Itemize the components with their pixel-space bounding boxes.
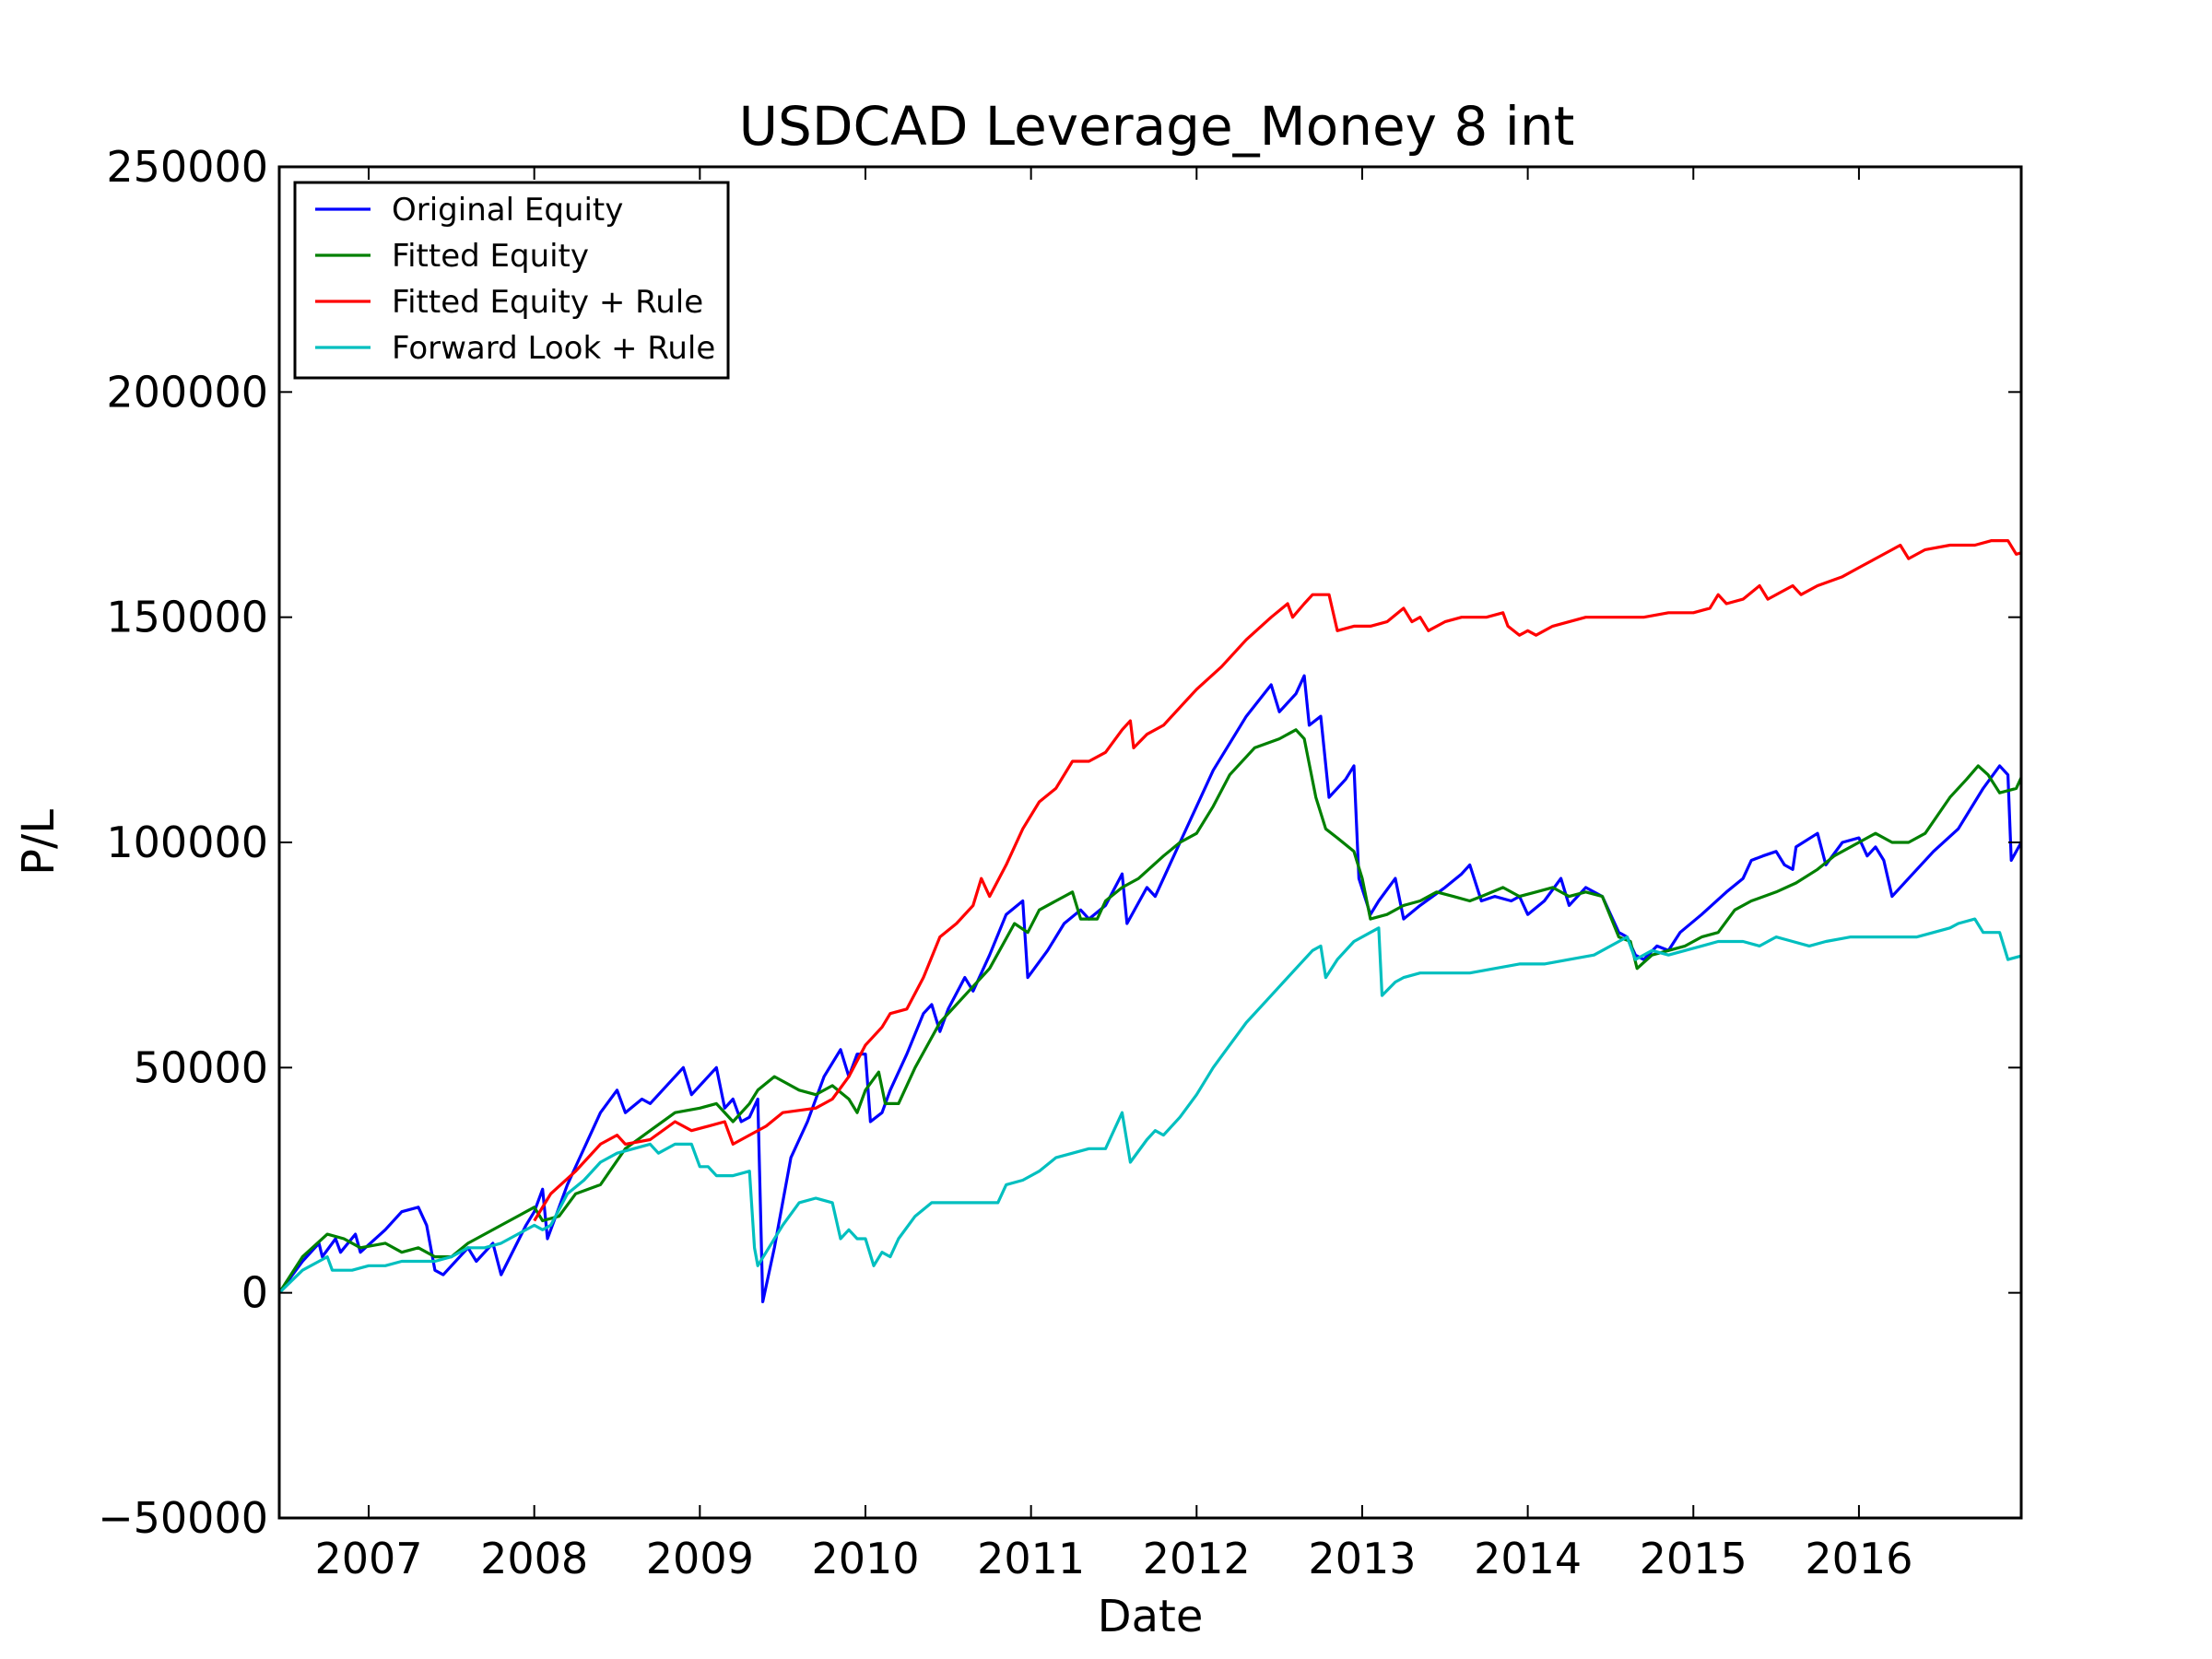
y-tick-label: 100000 xyxy=(106,818,268,867)
y-tick-label: 50000 xyxy=(134,1042,268,1092)
chart-title: USDCAD Leverage_Money 8 int xyxy=(739,95,1575,158)
series-line-2 xyxy=(279,728,2021,1294)
y-axis: −50000 0 50000 100000 150000 200000 250000 xyxy=(98,142,2021,1543)
x-tick-label: 2011 xyxy=(977,1534,1085,1583)
y-axis-title: P/L xyxy=(13,809,65,876)
legend-label-1: Original Equity xyxy=(392,192,623,229)
x-tick-label: 2014 xyxy=(1474,1534,1582,1583)
legend-label-4: Forward Look + Rule xyxy=(392,330,715,367)
y-tick-label: 150000 xyxy=(106,593,268,642)
y-tick-label: 0 xyxy=(241,1268,268,1318)
series-layer xyxy=(279,539,2021,1303)
x-axis-title: Date xyxy=(1098,1591,1204,1642)
y-tick-label: −50000 xyxy=(98,1493,268,1543)
x-tick-label: 2015 xyxy=(1640,1534,1747,1583)
series-line-3 xyxy=(533,539,2021,1222)
y-tick-label: 250000 xyxy=(106,142,268,192)
x-tick-label: 2009 xyxy=(646,1534,754,1583)
legend: Original Equity Fitted Equity Fitted Equit… xyxy=(293,181,730,380)
x-tick-label: 2016 xyxy=(1805,1534,1912,1583)
x-tick-label: 2012 xyxy=(1143,1534,1251,1583)
series-line-4 xyxy=(279,917,2021,1294)
x-tick-label: 2013 xyxy=(1308,1534,1416,1583)
y-tick-label: 200000 xyxy=(106,367,268,417)
legend-box xyxy=(293,181,730,380)
x-tick-label: 2008 xyxy=(480,1534,588,1583)
x-tick-label: 2010 xyxy=(811,1534,919,1583)
series-line-1 xyxy=(279,674,2021,1303)
legend-label-2: Fitted Equity xyxy=(392,238,589,275)
x-tick-label: 2007 xyxy=(314,1534,422,1583)
legend-label-3: Fitted Equity + Rule xyxy=(392,284,703,321)
x-axis: 2007 2008 2009 2010 2011 2012 2013 2014 2015 2016 xyxy=(314,167,1912,1583)
